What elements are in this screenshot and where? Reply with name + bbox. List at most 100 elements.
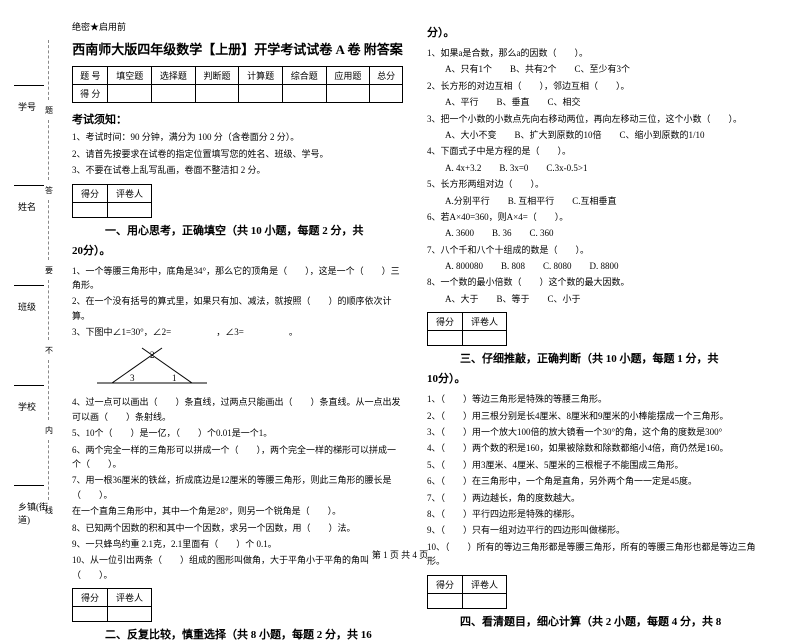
question: 9、（ ）只有一组对边平行的四边形叫做梯形。 bbox=[427, 523, 758, 537]
question: 7、八个千和八个十组成的数是（ ）。 bbox=[427, 243, 758, 257]
question: 2、在一个没有括号的算式里，如果只有加、减法，就按照（ ）的顺序依次计算。 bbox=[72, 294, 403, 323]
question: 7、用一根36厘米的铁丝，折成底边是12厘米的等腰三角形，则此三角形的腰长是（ … bbox=[72, 473, 403, 502]
badge-cell bbox=[463, 593, 507, 608]
section-header: 一、用心思考，正确填空（共 10 小题，每题 2 分，共 bbox=[72, 222, 403, 238]
dash-line bbox=[48, 40, 49, 100]
th: 应用题 bbox=[326, 67, 370, 85]
bind-line bbox=[14, 285, 44, 286]
binding-margin: 乡镇(街道) 学校 班级 姓名 学号 题 答 要 不 内 线 bbox=[8, 10, 58, 540]
question: 7、（ ）两边越长，角的度数越大。 bbox=[427, 491, 758, 505]
notice-item: 3、不要在试卷上乱写乱画，卷面不整洁扣 2 分。 bbox=[72, 164, 403, 178]
question: 4、（ ）两个数的积是160，如果被除数和除数都缩小4倍，商仍然是160。 bbox=[427, 441, 758, 455]
td bbox=[239, 85, 283, 103]
td bbox=[282, 85, 326, 103]
td bbox=[195, 85, 239, 103]
badge-cell bbox=[428, 331, 463, 346]
question-opt: A、只有1个 B、共有2个 C、至少有3个 bbox=[427, 62, 758, 76]
badge-cell bbox=[73, 607, 108, 622]
th: 总分 bbox=[370, 67, 403, 85]
score-badge: 得分 评卷人 bbox=[427, 312, 507, 346]
question: 8、已知两个因数的积和其中一个因数，求另一个因数，用（ ）法。 bbox=[72, 521, 403, 535]
question: 8、（ ）平行四边形是特殊的梯形。 bbox=[427, 507, 758, 521]
section-header: 二、反复比较，慎重选择（共 8 小题，每题 2 分，共 16 bbox=[72, 626, 403, 642]
right-column: 分）。 1、如果a是合数，那么a的因数（ ）。 A、只有1个 B、共有2个 C、… bbox=[415, 20, 770, 540]
section-header-cont: 20分）。 bbox=[72, 242, 403, 258]
bind-label: 学校 bbox=[18, 400, 36, 413]
dash-line bbox=[48, 200, 49, 260]
question: 1、（ ）等边三角形是特殊的等腰三角形。 bbox=[427, 392, 758, 406]
table-row: 得 分 bbox=[73, 85, 403, 103]
bind-label: 学号 bbox=[18, 100, 36, 113]
question: 3、下图中∠1=30°，∠2= ，∠3= 。 bbox=[72, 325, 403, 339]
badge-cell bbox=[108, 202, 152, 217]
question: 2、长方形的对边互相（ ），邻边互相（ ）。 bbox=[427, 79, 758, 93]
question: 1、如果a是合数，那么a的因数（ ）。 bbox=[427, 46, 758, 60]
secret-label: 绝密★启用前 bbox=[72, 20, 403, 33]
notice-header: 考试须知： bbox=[72, 111, 403, 127]
question: 3、把一个小数的小数点先向右移动两位，再向左移动三位，这个小数（ ）。 bbox=[427, 112, 758, 126]
question: 5、长方形两组对边（ ）。 bbox=[427, 177, 758, 191]
bind-label: 姓名 bbox=[18, 200, 36, 213]
svg-text:2: 2 bbox=[150, 350, 155, 360]
question: 5、（ ）用3厘米、4厘米、5厘米的三根棍子不能围成三角形。 bbox=[427, 458, 758, 472]
badge-cell bbox=[463, 331, 507, 346]
question-opt: A. 4x+3.2 B. 3x=0 C.3x-0.5>1 bbox=[427, 161, 758, 175]
td bbox=[152, 85, 196, 103]
td bbox=[108, 85, 152, 103]
notice-item: 2、请首先按要求在试卷的指定位置填写您的姓名、班级、学号。 bbox=[72, 148, 403, 162]
question-opt: A、大于 B、等于 C、小于 bbox=[427, 292, 758, 306]
table-row: 题 号 填空题 选择题 判断题 计算题 综合题 应用题 总分 bbox=[73, 67, 403, 85]
dash-line bbox=[48, 360, 49, 420]
svg-text:3: 3 bbox=[130, 373, 135, 383]
question: 6、两个完全一样的三角形可以拼成一个（ ），两个完全一样的梯形可以拼成一个（ ）… bbox=[72, 443, 403, 472]
question-opt: A. 800080 B. 808 C. 8080 D. 8800 bbox=[427, 259, 758, 273]
bind-line bbox=[14, 85, 44, 86]
marker: 内 bbox=[45, 425, 53, 436]
score-badge: 得分 评卷人 bbox=[427, 575, 507, 609]
page-content: 绝密★启用前 西南师大版四年级数学【上册】开学考试试卷 A 卷 附答案 题 号 … bbox=[0, 0, 800, 550]
th: 选择题 bbox=[152, 67, 196, 85]
question-opt: A. 3600 B. 36 C. 360 bbox=[427, 226, 758, 240]
badge-cell: 评卷人 bbox=[108, 589, 152, 607]
notice-item: 1、考试时间：90 分钟，满分为 100 分（含卷面分 2 分）。 bbox=[72, 131, 403, 145]
marker: 线 bbox=[45, 505, 53, 516]
score-badge: 得分 评卷人 bbox=[72, 588, 152, 622]
exam-title: 西南师大版四年级数学【上册】开学考试试卷 A 卷 附答案 bbox=[72, 39, 403, 58]
th: 填空题 bbox=[108, 67, 152, 85]
question: 5、10个（ ）是一亿，（ ）个0.01是一个1。 bbox=[72, 426, 403, 440]
question: 4、下面式子中是方程的是（ ）。 bbox=[427, 144, 758, 158]
angle-diagram: 2 3 1 bbox=[92, 343, 403, 391]
angle-svg: 2 3 1 bbox=[92, 343, 212, 388]
badge-cell: 得分 bbox=[428, 313, 463, 331]
th: 综合题 bbox=[282, 67, 326, 85]
badge-cell bbox=[428, 593, 463, 608]
question: 3、（ ）用一个放大100倍的放大镜看一个30°的角，这个角的度数是300° bbox=[427, 425, 758, 439]
dash-line bbox=[48, 280, 49, 340]
section-header: 三、仔细推敲，正确判断（共 10 小题，每题 1 分，共 bbox=[427, 350, 758, 366]
marker: 题 bbox=[45, 105, 53, 116]
dash-line bbox=[48, 120, 49, 180]
marker: 答 bbox=[45, 185, 53, 196]
th: 题 号 bbox=[73, 67, 108, 85]
question: 2、（ ）用三根分别是长4厘米、8厘米和9厘米的小棒能摆成一个三角形。 bbox=[427, 409, 758, 423]
question-opt: A、大小不变 B、扩大到原数的10倍 C、缩小到原数的1/10 bbox=[427, 128, 758, 142]
th: 判断题 bbox=[195, 67, 239, 85]
section-header-cont: 分）。 bbox=[427, 24, 758, 40]
badge-cell: 得分 bbox=[73, 589, 108, 607]
question: 1、一个等腰三角形中，底角是34°，那么它的顶角是（ ），这是一个（ ）三角形。 bbox=[72, 264, 403, 293]
bind-line bbox=[14, 185, 44, 186]
question-opt: A、平行 B、垂直 C、相交 bbox=[427, 95, 758, 109]
td bbox=[370, 85, 403, 103]
bind-label: 班级 bbox=[18, 300, 36, 313]
question: 在一个直角三角形中，其中一个角是28°，则另一个锐角是（ ）。 bbox=[72, 504, 403, 518]
score-badge: 得分 评卷人 bbox=[72, 184, 152, 218]
marker: 要 bbox=[45, 265, 53, 276]
question: 4、过一点可以画出（ ）条直线，过两点只能画出（ ）条直线。从一点出发可以画（ … bbox=[72, 395, 403, 424]
svg-text:1: 1 bbox=[172, 373, 177, 383]
section-header-cont: 10分）。 bbox=[427, 370, 758, 386]
question: 6、若A×40=360，则A×4=（ ）。 bbox=[427, 210, 758, 224]
badge-cell bbox=[108, 607, 152, 622]
marker: 不 bbox=[45, 345, 53, 356]
td bbox=[326, 85, 370, 103]
dash-line bbox=[48, 440, 49, 500]
